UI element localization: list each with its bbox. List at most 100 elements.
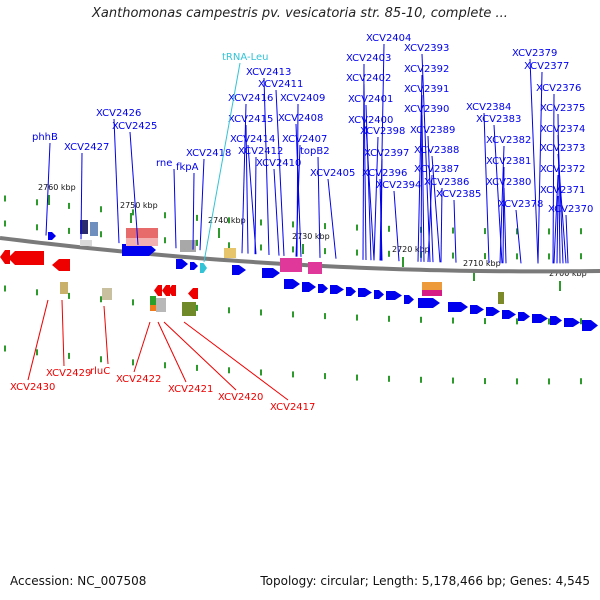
gene-label: XCV2403: [346, 53, 391, 64]
leader-line: [557, 153, 567, 264]
forward-gene-arrow: [346, 287, 356, 296]
leader-line: [553, 174, 559, 264]
gene-label: XCV2401: [348, 94, 393, 105]
forward-gene-arrow: [404, 295, 414, 304]
gene-label: XCV2387: [414, 164, 459, 175]
feature-block: [422, 290, 442, 296]
feature-block: [80, 240, 92, 246]
gene-label: XCV2409: [280, 93, 325, 104]
leader-line: [199, 158, 205, 251]
leader-line: [254, 156, 257, 255]
outer-tick: [228, 217, 230, 224]
forward-gene-arrow: [176, 259, 188, 269]
outer-tick: [388, 225, 390, 232]
inner-tick: [324, 373, 326, 380]
outer-tick: [548, 228, 550, 235]
outer-tick: [196, 214, 198, 221]
feature-block: [126, 228, 158, 238]
inner-tick: [4, 345, 6, 352]
reverse-gene-arrow: [188, 288, 198, 299]
gene-label: XCV2425: [112, 121, 157, 132]
kbp-tick: [473, 271, 475, 281]
feature-block: [150, 296, 156, 306]
upper-tick: [292, 246, 294, 253]
leader-line: [421, 53, 431, 263]
lower-tick: [356, 314, 358, 321]
gene-label: fkpA: [176, 162, 199, 173]
forward-gene-arrow: [532, 314, 548, 323]
lower-tick: [68, 292, 70, 299]
leader-line: [241, 103, 247, 254]
feature-block: [180, 240, 196, 252]
leader-line: [133, 321, 151, 373]
gene-label: XCV2389: [410, 125, 455, 136]
lower-tick: [516, 318, 518, 325]
leader-line: [565, 214, 569, 264]
callout-layer: XCV2404XCV2403XCV2402XCV2401XCV2400XCV23…: [10, 33, 593, 413]
forward-gene-arrow: [48, 232, 56, 240]
upper-tick: [580, 253, 582, 260]
forward-gene-arrow: [302, 282, 316, 292]
upper-tick: [452, 252, 454, 259]
leader-line: [483, 112, 490, 264]
outer-tick: [68, 202, 70, 209]
leader-line: [327, 178, 337, 259]
gene-label: XCV2388: [414, 145, 459, 156]
lower-tick: [452, 317, 454, 324]
gene-label: XCV2379: [512, 48, 557, 59]
gene-label: XCV2426: [96, 108, 141, 119]
lower-tick: [420, 316, 422, 323]
gene-label: rluC: [90, 366, 110, 377]
inner-tick: [292, 371, 294, 378]
leader-line: [61, 299, 65, 367]
leader-line: [503, 187, 507, 264]
lower-tick: [388, 315, 390, 322]
forward-gene-arrow: [374, 290, 384, 299]
inner-tick: [420, 376, 422, 383]
leader-line: [373, 136, 379, 261]
gene-label: XCV2370: [548, 204, 593, 215]
kbp-tick: [402, 257, 404, 267]
inner-tick: [452, 377, 454, 384]
leader-line: [440, 187, 443, 263]
reverse-gene-arrow: [168, 285, 176, 296]
inner-tick: [100, 356, 102, 363]
forward-gene-arrow: [386, 291, 402, 300]
forward-gene-arrow: [518, 312, 530, 321]
forward-gene-arrow: [318, 284, 328, 293]
gene-label: XCV2413: [246, 67, 291, 78]
gene-label: XCV2412: [238, 146, 283, 157]
leader-line: [183, 321, 289, 401]
inner-tick: [388, 375, 390, 382]
forward-gene-arrow: [448, 302, 468, 312]
leader-line: [157, 321, 187, 383]
upper-tick: [548, 253, 550, 260]
upper-tick: [164, 237, 166, 244]
leader-line: [427, 174, 433, 263]
gene-label: XCV2405: [310, 168, 355, 179]
gene-label: XCV2374: [540, 124, 585, 135]
leader-line: [363, 83, 367, 260]
leader-line: [203, 62, 241, 263]
kbp-label: 2760 kbp: [38, 183, 76, 192]
forward-gene-arrow: [284, 279, 300, 289]
gene-label: XCV2416: [228, 93, 273, 104]
gene-label: XCV2377: [524, 61, 569, 72]
upper-tick: [356, 249, 358, 256]
kbp-label: 2710 kbp: [463, 259, 501, 268]
gene-label: XCV2375: [540, 103, 585, 114]
gene-label: XCV2383: [476, 114, 521, 125]
inner-tick: [484, 378, 486, 385]
kbp-tick: [130, 213, 132, 223]
gene-label: XCV2421: [168, 384, 213, 395]
inner-tick: [580, 378, 582, 385]
leader-line: [453, 199, 457, 263]
gene-label: XCV2372: [540, 164, 585, 175]
upper-tick: [4, 220, 6, 227]
leader-line: [537, 71, 543, 264]
outer-tick: [356, 224, 358, 231]
lower-tick: [548, 318, 550, 325]
gene-label: XCV2402: [346, 73, 391, 84]
upper-tick: [260, 244, 262, 251]
feature-block: [308, 262, 322, 274]
